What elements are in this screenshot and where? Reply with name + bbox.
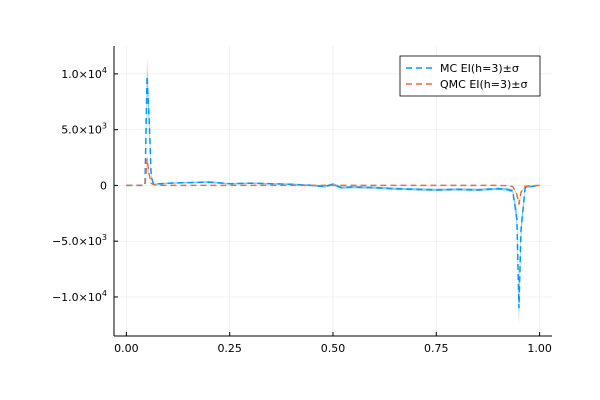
x-tick-label: 0.50	[321, 342, 346, 355]
y-tick-label: 1.0×104	[61, 66, 107, 81]
legend: MC EI(h=3)±σ QMC EI(h=3)±σ	[399, 55, 541, 97]
series-1-line	[126, 76, 540, 309]
x-tick-label: 0.00	[114, 342, 139, 355]
x-tick-label: 0.75	[424, 342, 449, 355]
y-tick-label: 0	[100, 179, 107, 192]
legend-box	[399, 55, 541, 97]
y-tick-label: −1.0×104	[52, 289, 107, 304]
x-tick-label: 1.00	[527, 342, 552, 355]
legend-label-1: MC EI(h=3)±σ	[440, 62, 519, 75]
y-tick-label: −5.0×103	[52, 233, 107, 248]
series-lines	[126, 76, 540, 309]
x-tick-label: 0.25	[217, 342, 242, 355]
axes	[113, 46, 552, 337]
tick-labels: 0.00 0.25 0.50 0.75 1.00 1.0×104 5.0×103 0 −5.0×…	[52, 66, 552, 355]
y-tick-label: 5.0×103	[61, 122, 107, 137]
series-2-line	[126, 158, 540, 205]
grid	[114, 46, 552, 336]
legend-label-2: QMC EI(h=3)±σ	[440, 78, 528, 91]
